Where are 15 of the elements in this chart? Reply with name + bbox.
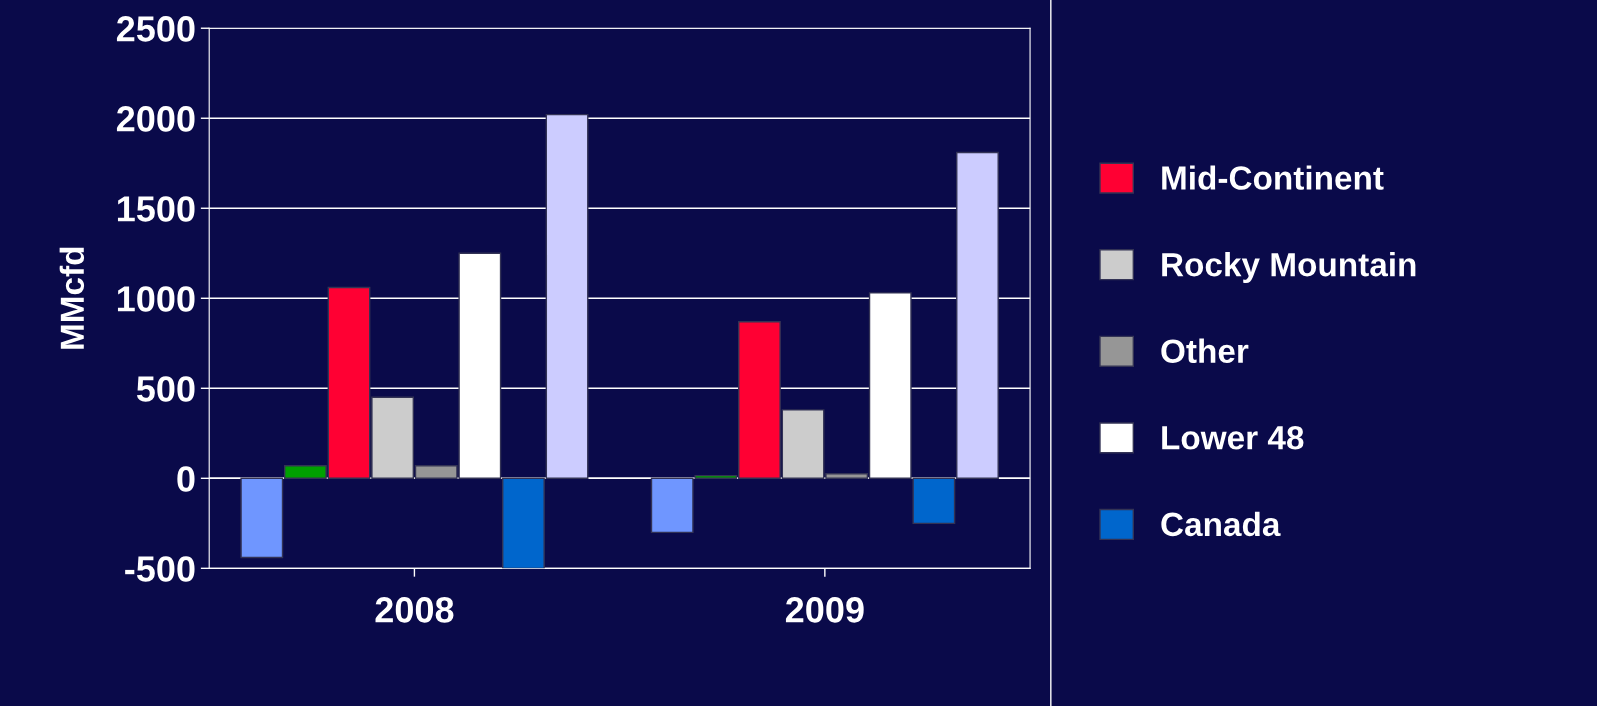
y-tick-label: 1000	[117, 286, 195, 312]
y-axis-title: MMcfd	[59, 247, 85, 349]
legend-label: Rocky Mountain	[1162, 251, 1416, 284]
x-tick-label: 2008	[375, 597, 454, 623]
legend-label: Mid-Continent	[1162, 165, 1384, 190]
y-tick-label: 2500	[116, 16, 195, 42]
y-tick-label: 2000	[116, 106, 195, 132]
legend-label: Canada	[1161, 511, 1281, 537]
y-tick-label: -500	[125, 556, 195, 582]
y-tick-label: 500	[136, 376, 195, 402]
legend-label: Lower 48	[1162, 426, 1304, 450]
y-tick-label: 0	[177, 466, 195, 492]
y-tick-label: 1500	[117, 196, 195, 222]
x-tick-label: 2009	[785, 597, 864, 623]
legend-label: Other	[1161, 338, 1249, 364]
